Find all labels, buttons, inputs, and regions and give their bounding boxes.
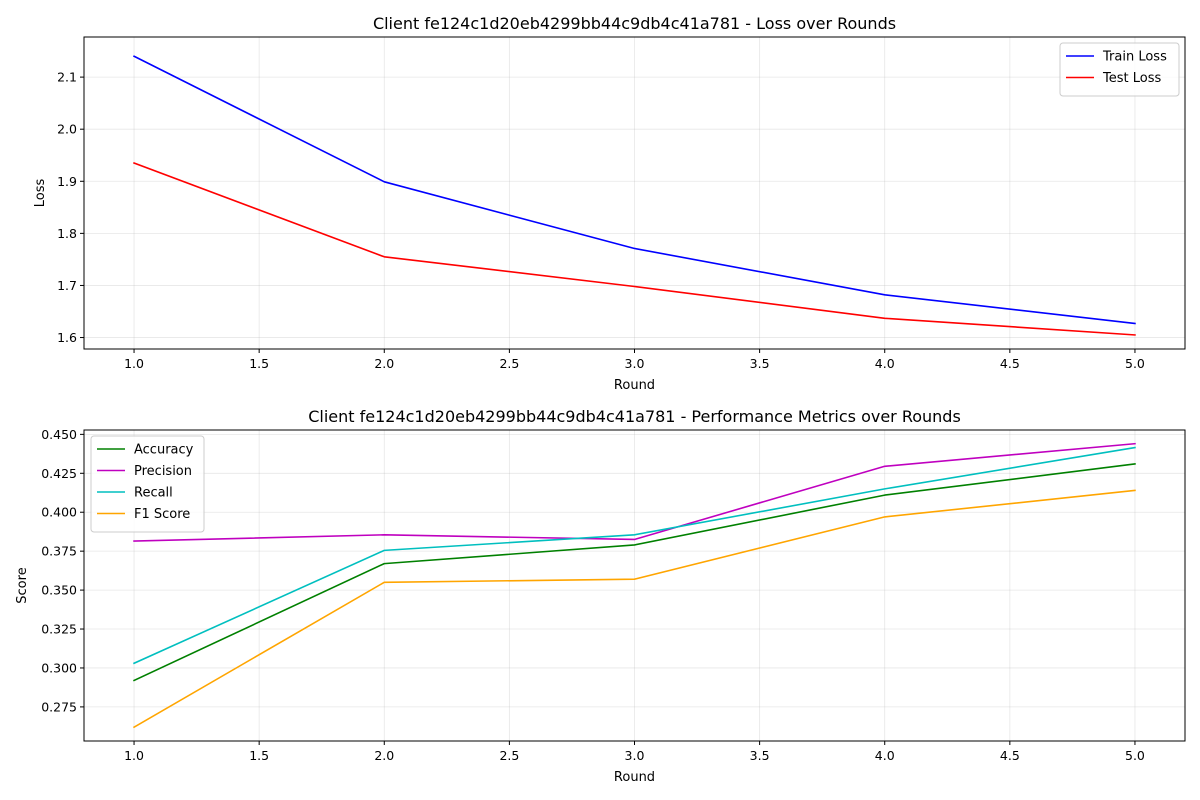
- chart-panel-2: 1.0 1.5 2.0 2.5 3.0 3.5 4.0 4.5 5.0 0.275 0.300 0.3…: [15, 407, 1186, 785]
- y-tick-label: 1.7: [57, 278, 77, 293]
- y-tick-label: 1.6: [57, 330, 77, 345]
- x-tick-label: 2.5: [499, 356, 519, 371]
- x-tick-label: 2.0: [374, 356, 394, 371]
- legend-label: F1 Score: [134, 507, 190, 522]
- x-tick-label: 2.0: [374, 748, 394, 763]
- y-axis-label: Score: [15, 567, 30, 603]
- x-tick-label: 2.5: [499, 748, 519, 763]
- y-tick-label: 1.9: [57, 174, 77, 189]
- y-tick-label: 0.275: [41, 699, 77, 714]
- series-group: [132, 55, 1136, 336]
- y-tick-label: 2.0: [57, 122, 77, 137]
- y-tick-label: 0.375: [41, 544, 77, 559]
- legend-label: Accuracy: [134, 443, 194, 458]
- legend-label: Recall: [134, 486, 173, 501]
- x-tick-label: 1.5: [249, 748, 269, 763]
- chart-title: Client fe124c1d20eb4299bb44c9db4c41a781 …: [308, 407, 961, 426]
- series-line-accuracy: [132, 463, 1136, 682]
- y-tick-label: 0.400: [41, 505, 77, 520]
- x-tick-label: 3.0: [625, 748, 645, 763]
- x-tick-label: 5.0: [1125, 748, 1145, 763]
- grid-lines: [84, 430, 1185, 741]
- y-tick-label: 1.8: [57, 226, 77, 241]
- series-line-precision: [133, 442, 1136, 542]
- x-tick-label: 4.5: [1000, 748, 1020, 763]
- x-tick-label: 3.5: [750, 748, 770, 763]
- legend-label: Train Loss: [1102, 50, 1167, 65]
- x-tick-label: 1.0: [124, 748, 144, 763]
- y-tick-label: 0.450: [41, 427, 77, 442]
- y-tick-label: 0.425: [41, 466, 77, 481]
- grid-lines: [84, 37, 1185, 349]
- x-axis-label: Round: [614, 378, 655, 393]
- y-tick-label: 0.325: [41, 622, 77, 637]
- y-axis-label: Loss: [33, 179, 48, 208]
- x-tick-label: 4.0: [875, 748, 895, 763]
- legend-label: Test Loss: [1102, 71, 1161, 86]
- x-tick-label: 4.5: [1000, 356, 1020, 371]
- x-tick-label: 4.0: [875, 356, 895, 371]
- series-line-f1-score: [132, 489, 1136, 729]
- chart-title: Client fe124c1d20eb4299bb44c9db4c41a781 …: [373, 14, 896, 33]
- legend-frame: [90, 435, 205, 533]
- x-tick-label: 3.0: [625, 356, 645, 371]
- y-tick-label: 0.300: [41, 660, 77, 675]
- x-tick-label: 1.5: [249, 356, 269, 371]
- x-tick-label: 1.0: [124, 356, 144, 371]
- series-line-test-loss: [133, 162, 1136, 336]
- x-tick-label: 5.0: [1125, 356, 1145, 371]
- legend: Accuracy Precision Recall F1 Score: [90, 435, 205, 533]
- series-group: [132, 442, 1136, 729]
- y-tick-label: 0.350: [41, 583, 77, 598]
- series-line-recall: [132, 446, 1136, 665]
- legend: Train Loss Test Loss: [1059, 42, 1180, 97]
- x-tick-label: 3.5: [750, 356, 770, 371]
- y-tick-label: 2.1: [57, 70, 77, 85]
- series-line-train-loss: [132, 55, 1136, 325]
- chart-panel-1: 1.0 1.5 2.0 2.5 3.0 3.5 4.0 4.5 5.0 1.6 1.7 1.8 1.9 2…: [33, 14, 1186, 393]
- legend-label: Precision: [134, 464, 192, 479]
- x-axis-label: Round: [614, 770, 655, 785]
